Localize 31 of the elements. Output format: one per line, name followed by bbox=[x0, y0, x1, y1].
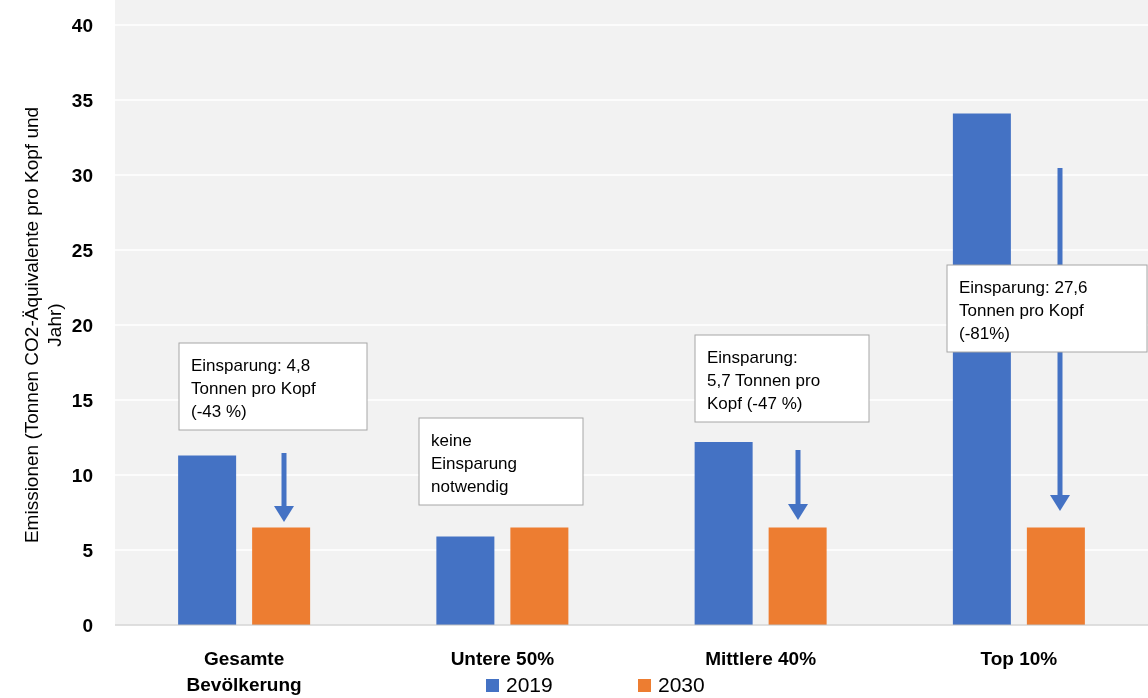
callout-box: keine Einsparung notwendig bbox=[418, 417, 584, 506]
annotation: Einsparung: 4,8 Tonnen pro Kopf (-43 %) bbox=[191, 356, 317, 421]
annotation: Einsparung: 5,7 Tonnen pro Kopf (-47 %) bbox=[707, 348, 821, 413]
bar bbox=[178, 455, 237, 625]
callout-box: Einsparung: 4,8 Tonnen pro Kopf (-43 %) bbox=[178, 342, 368, 431]
y-axis-title: Emissionen (Tonnen CO2-Äquivalente pro Kopf und Jahr) bbox=[21, 106, 65, 544]
callout-box: Einsparung: 5,7 Tonnen pro Kopf (-47 %) bbox=[694, 334, 870, 423]
bar bbox=[252, 527, 311, 625]
x-tick-label: Top 10% bbox=[980, 648, 1058, 669]
bar bbox=[510, 527, 569, 625]
y-tick-label: 5 bbox=[82, 539, 94, 561]
legend-label: 2030 bbox=[658, 673, 705, 696]
legend-label: 2019 bbox=[506, 673, 553, 696]
bar bbox=[1026, 527, 1085, 625]
x-tick-label: Mittlere 40% bbox=[705, 648, 817, 669]
x-tick-label: Gesamte Bevölkerung bbox=[186, 648, 302, 695]
bar bbox=[694, 442, 753, 625]
bar bbox=[436, 536, 495, 625]
y-tick-label: 40 bbox=[71, 14, 93, 36]
y-tick-label: 10 bbox=[71, 464, 93, 486]
y-tick-label: 15 bbox=[71, 389, 94, 411]
callout-box: Einsparung: 27,6 Tonnen pro Kopf (-81%) bbox=[946, 264, 1148, 353]
y-tick-label: 30 bbox=[71, 164, 93, 186]
annotation: keine Einsparung notwendig bbox=[431, 431, 518, 496]
y-tick-label: 20 bbox=[71, 314, 93, 336]
annotation: Einsparung: 27,6 Tonnen pro Kopf (-81%) bbox=[959, 278, 1088, 343]
y-tick-label: 25 bbox=[71, 239, 94, 261]
y-tick-label: 35 bbox=[71, 89, 94, 111]
bar bbox=[768, 527, 827, 625]
x-tick-label: Untere 50% bbox=[450, 648, 555, 669]
y-tick-label: 0 bbox=[82, 614, 93, 636]
